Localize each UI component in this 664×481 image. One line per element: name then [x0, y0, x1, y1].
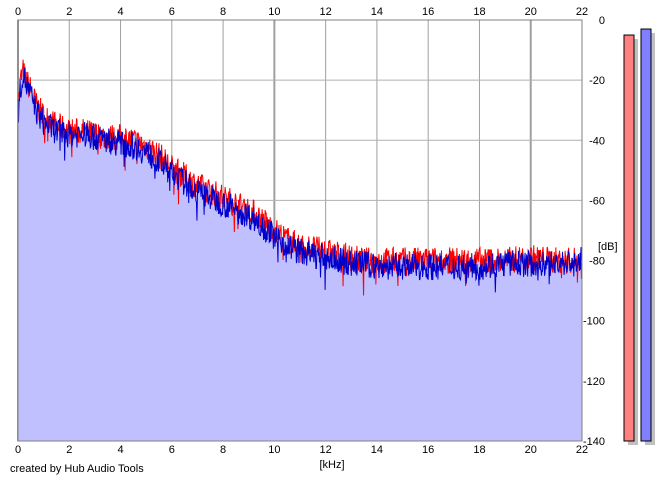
y-tick-label: -120 [583, 376, 605, 388]
x-tick-label-bottom: 0 [15, 444, 21, 456]
y-axis-label: [dB] [598, 241, 618, 253]
axes: 002244668810101212141416161818202022220-… [15, 6, 618, 471]
x-tick-label-bottom: 8 [220, 444, 226, 456]
x-tick-label-top: 16 [422, 6, 434, 18]
y-tick-label: -100 [583, 316, 605, 328]
x-tick-label-bottom: 12 [320, 444, 332, 456]
y-tick-label: -80 [589, 256, 605, 268]
credit-text: created by Hub Audio Tools [10, 463, 144, 475]
y-tick-label: -40 [589, 135, 605, 147]
x-tick-label-top: 20 [525, 6, 537, 18]
x-tick-label-bottom: 18 [473, 444, 485, 456]
x-tick-label-top: 8 [220, 6, 226, 18]
level-meters [623, 28, 655, 446]
x-tick-label-bottom: 4 [117, 444, 123, 456]
x-tick-label-top: 2 [66, 6, 72, 18]
x-tick-label-bottom: 20 [525, 444, 537, 456]
plot-frame [17, 19, 583, 442]
x-tick-label-top: 14 [371, 6, 383, 18]
y-tick-label: -60 [589, 195, 605, 207]
y-tick-label: -20 [589, 75, 605, 87]
x-axis-label: [kHz] [319, 459, 344, 471]
x-tick-label-top: 4 [117, 6, 123, 18]
x-tick-label-top: 18 [473, 6, 485, 18]
series-line-2 [17, 68, 583, 293]
y-tick-label: 0 [599, 15, 605, 27]
meter-bar-left [623, 34, 635, 442]
x-tick-label-bottom: 10 [268, 444, 280, 456]
spectrum-lines [17, 59, 583, 296]
x-tick-label-bottom: 22 [576, 444, 588, 456]
meter-bar-right [640, 28, 652, 442]
x-tick-label-bottom: 16 [422, 444, 434, 456]
x-tick-label-top: 12 [320, 6, 332, 18]
x-tick-label-top: 6 [169, 6, 175, 18]
x-tick-label-top: 0 [15, 6, 21, 18]
x-tick-label-bottom: 6 [169, 444, 175, 456]
x-tick-label-bottom: 14 [371, 444, 383, 456]
y-tick-label: -140 [583, 436, 605, 448]
x-tick-label-top: 22 [576, 6, 588, 18]
x-tick-label-top: 10 [268, 6, 280, 18]
x-tick-label-bottom: 2 [66, 444, 72, 456]
